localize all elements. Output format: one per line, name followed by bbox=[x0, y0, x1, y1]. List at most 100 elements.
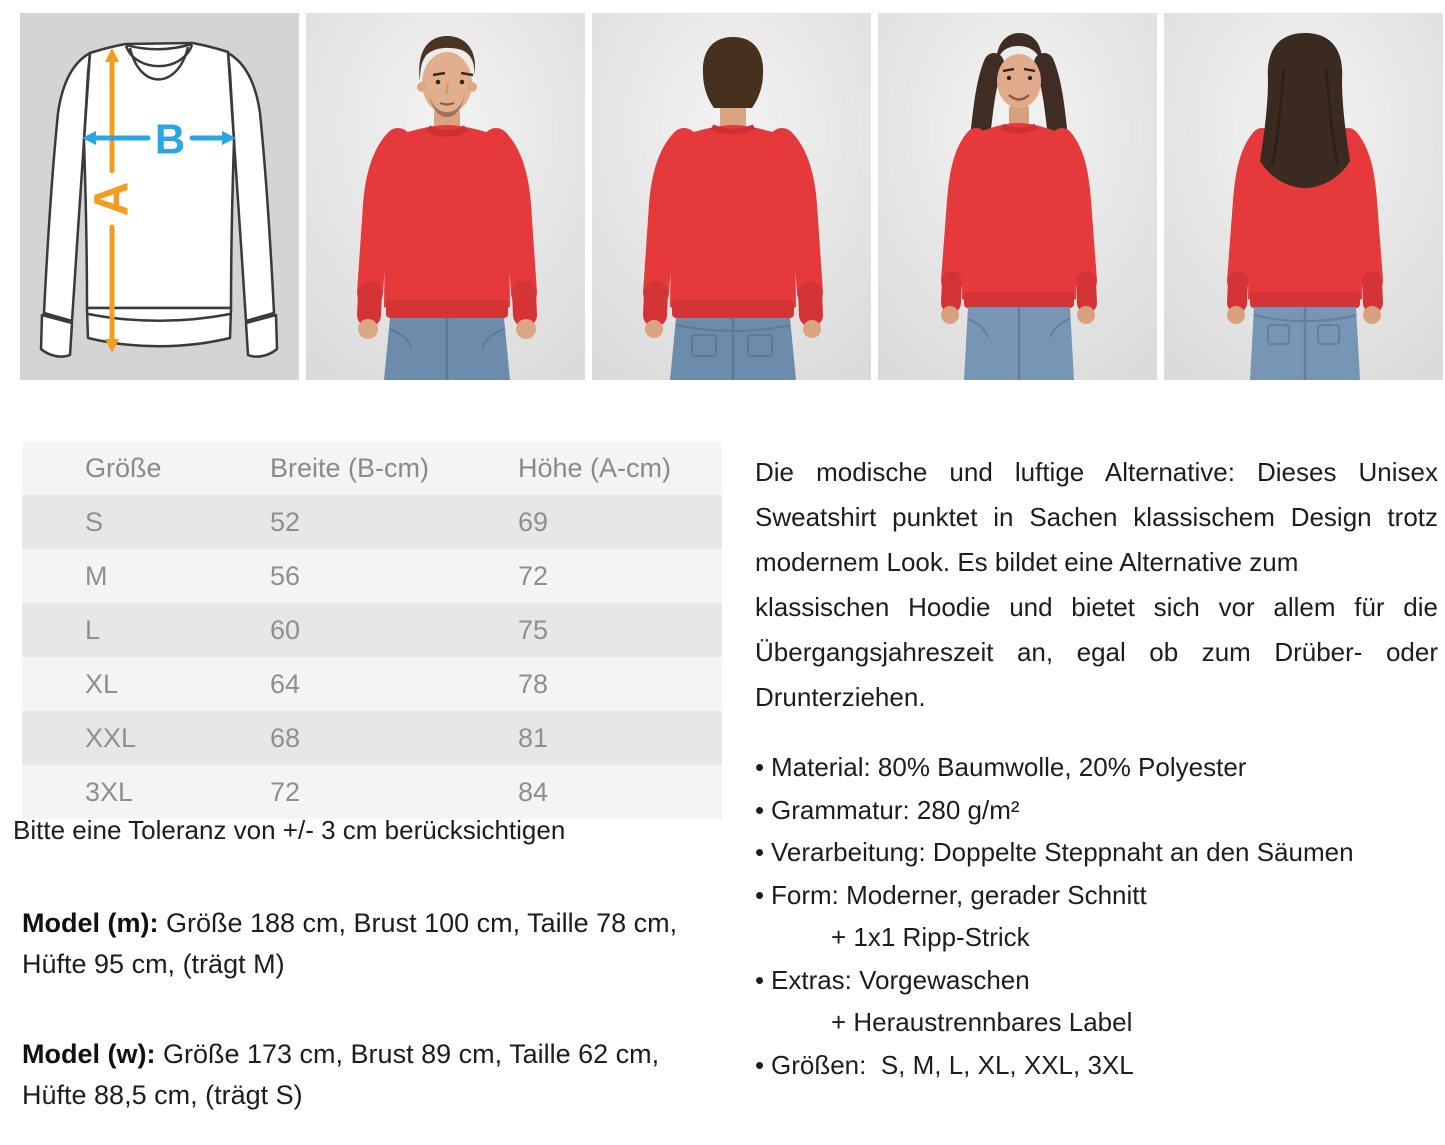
size-table: Größe Breite (B-cm) Höhe (A-cm) S 52 69 … bbox=[22, 442, 722, 819]
spec-list: Material: 80% Baumwolle, 20% Polyester G… bbox=[755, 746, 1438, 1086]
female-back-graphic bbox=[1164, 13, 1443, 380]
table-row: XL 64 78 bbox=[22, 657, 722, 711]
breite-cell: 68 bbox=[270, 722, 301, 753]
model-m-line2: Hüfte 95 cm, (trägt M) bbox=[22, 949, 285, 979]
hair bbox=[702, 37, 764, 108]
right-hand bbox=[1363, 306, 1381, 324]
sweatshirt-outline-graphic bbox=[39, 41, 279, 358]
description-line: Die modische und luftige Alternative: Di… bbox=[755, 457, 1438, 487]
photo-male-back bbox=[592, 13, 871, 380]
size-diagram-panel: A B bbox=[20, 13, 299, 380]
photo-female-back bbox=[1164, 13, 1443, 380]
size-table-header-row: Größe Breite (B-cm) Höhe (A-cm) bbox=[22, 442, 722, 495]
width-arrow-label: B bbox=[155, 116, 185, 163]
collar bbox=[710, 124, 756, 135]
description-line: klassischen Hoodie und bietet sich vor a… bbox=[755, 592, 1438, 622]
left-hand bbox=[358, 319, 378, 339]
column-header-groesse: Größe bbox=[85, 453, 162, 483]
breite-cell: 52 bbox=[270, 506, 301, 537]
male-back-graphic bbox=[592, 13, 871, 380]
male-front-graphic bbox=[306, 13, 585, 380]
height-arrow bbox=[105, 48, 119, 353]
beard bbox=[429, 93, 465, 117]
back-pocket bbox=[691, 334, 717, 357]
size-cell: S bbox=[85, 506, 104, 537]
spec-item-form-continuation: + 1x1 Ripp-Strick bbox=[831, 922, 1030, 952]
height-arrow-label: A bbox=[86, 182, 139, 217]
size-cell: L bbox=[85, 614, 101, 645]
hem-band bbox=[964, 292, 1074, 308]
hair bbox=[995, 33, 1043, 77]
description-line: Übergangsjahreszeit an, egal ob zum Drüb… bbox=[755, 637, 1438, 667]
back-pocket bbox=[1317, 324, 1340, 345]
female-front-graphic bbox=[878, 13, 1157, 380]
breite-cell: 72 bbox=[270, 776, 301, 807]
table-row: XXL 68 81 bbox=[22, 711, 722, 765]
table-row: S 52 69 bbox=[22, 495, 722, 549]
jeans bbox=[384, 318, 510, 380]
collar bbox=[425, 125, 469, 137]
hair-strand bbox=[1324, 68, 1340, 166]
spec-item-groessen: Größen: S, M, L, XL, XXL, 3XL bbox=[755, 1044, 1438, 1087]
table-row: L 60 75 bbox=[22, 603, 722, 657]
hair bbox=[1260, 33, 1350, 188]
hoehe-cell: 75 bbox=[518, 614, 549, 645]
model-w-label: Model (w): bbox=[22, 1039, 156, 1069]
hoehe-cell: 84 bbox=[518, 776, 549, 807]
hoehe-cell: 81 bbox=[518, 722, 549, 753]
spec-item-verarbeitung: Verarbeitung: Doppelte Steppnaht an den … bbox=[755, 831, 1438, 874]
breite-cell: 64 bbox=[270, 668, 301, 699]
sweatshirt bbox=[357, 125, 537, 327]
left-hand bbox=[645, 320, 663, 338]
hem-band bbox=[1250, 292, 1360, 308]
model-w-line1: Model (w): Größe 173 cm, Brust 89 cm, Ta… bbox=[22, 1039, 660, 1069]
description-line: Drunterziehen. bbox=[755, 682, 926, 712]
male-front-figure bbox=[357, 36, 537, 380]
face-features bbox=[429, 71, 474, 117]
face-features bbox=[1002, 67, 1036, 101]
male-back-figure bbox=[643, 37, 823, 380]
back-pocket bbox=[747, 334, 773, 357]
model-m-info: Model (m): Größe 188 cm, Brust 100 cm, T… bbox=[22, 903, 677, 985]
hem-band bbox=[386, 300, 508, 318]
hoehe-cell: 78 bbox=[518, 668, 549, 699]
spec-item-material: Material: 80% Baumwolle, 20% Polyester bbox=[755, 746, 1438, 789]
photo-male-front bbox=[306, 13, 585, 380]
back-pocket bbox=[1267, 324, 1290, 345]
female-back-figure bbox=[1227, 33, 1383, 380]
breite-cell: 56 bbox=[270, 560, 301, 591]
product-description: Die modische und luftige Alternative: Di… bbox=[755, 450, 1438, 720]
hair bbox=[419, 36, 476, 81]
hem-band bbox=[672, 300, 794, 318]
model-w-info: Model (w): Größe 173 cm, Brust 89 cm, Ta… bbox=[22, 1034, 659, 1116]
size-cell: M bbox=[85, 560, 108, 591]
face bbox=[997, 54, 1041, 108]
collar bbox=[1000, 123, 1038, 134]
jeans bbox=[670, 318, 796, 380]
jeans bbox=[964, 307, 1074, 380]
model-w-line2: Hüfte 88,5 cm, (trägt S) bbox=[22, 1080, 303, 1110]
table-row: 3XL 72 84 bbox=[22, 765, 722, 819]
spec-item-form: Form: Moderner, gerader Schnitt bbox=[755, 874, 1438, 917]
width-arrow bbox=[82, 131, 236, 145]
size-cell: XL bbox=[85, 668, 119, 699]
column-header-hoehe: Höhe (A-cm) bbox=[518, 453, 672, 483]
product-description-column: Die modische und luftige Alternative: Di… bbox=[755, 450, 1438, 1086]
hoehe-cell: 72 bbox=[518, 560, 549, 591]
female-front-figure bbox=[941, 33, 1097, 380]
size-diagram-graphic: A B bbox=[20, 13, 299, 380]
hair-strand bbox=[1270, 68, 1286, 166]
description-line: modernem Look. Es bildet eine Alternativ… bbox=[755, 547, 1299, 577]
mouth bbox=[439, 101, 455, 106]
column-header-breite: Breite (B-cm) bbox=[270, 453, 430, 483]
product-photo-strip: A B bbox=[20, 13, 1443, 380]
right-hand bbox=[803, 320, 821, 338]
smile bbox=[1008, 94, 1030, 101]
neck bbox=[1009, 103, 1029, 129]
size-cell: XXL bbox=[85, 722, 137, 753]
hoehe-cell: 69 bbox=[518, 506, 549, 537]
right-hand bbox=[1077, 306, 1095, 324]
photo-female-front bbox=[878, 13, 1157, 380]
model-m-line1: Model (m): Größe 188 cm, Brust 100 cm, T… bbox=[22, 908, 678, 938]
